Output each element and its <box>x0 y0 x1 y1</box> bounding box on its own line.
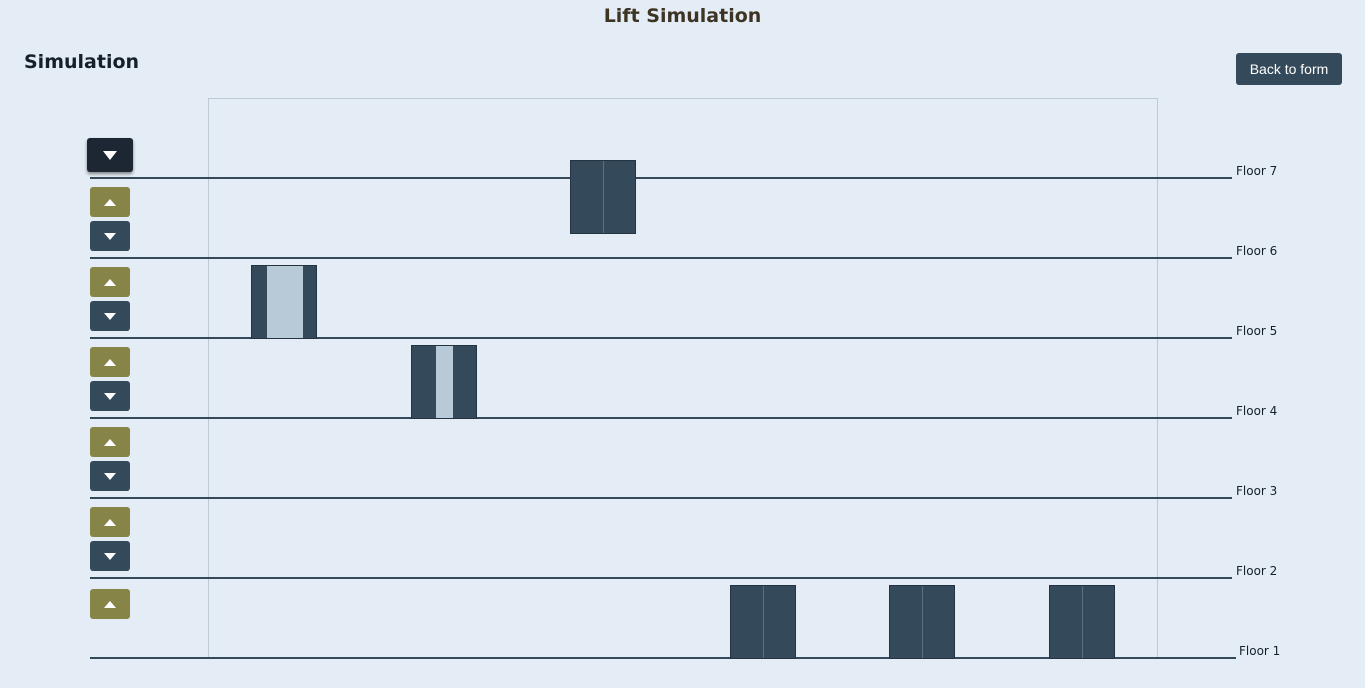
lift-2-door-gap <box>436 346 453 418</box>
triangle-down-icon <box>104 552 116 560</box>
lift-3 <box>570 160 636 234</box>
triangle-down-icon <box>104 312 116 320</box>
floor-line-3 <box>90 497 1232 499</box>
app-title: Lift Simulation <box>603 5 762 27</box>
floor-2-down-button[interactable] <box>90 541 130 571</box>
floor-7-down-button[interactable] <box>87 138 133 172</box>
lift-shaft-area <box>208 98 1158 659</box>
triangle-up-icon <box>104 358 116 366</box>
floor-line-5 <box>90 337 1232 339</box>
floor-3-down-button[interactable] <box>90 461 130 491</box>
floor-label-2: Floor 2 <box>1236 564 1278 578</box>
floor-label-7: Floor 7 <box>1236 164 1278 178</box>
triangle-up-icon <box>104 600 116 608</box>
floor-6-down-button[interactable] <box>90 221 130 251</box>
lift-6-door-seam <box>1082 586 1083 658</box>
lift-1 <box>251 265 317 339</box>
floor-1-up-button[interactable] <box>90 589 130 619</box>
floor-label-4: Floor 4 <box>1236 404 1278 418</box>
triangle-down-icon <box>103 150 117 160</box>
floor-label-5: Floor 5 <box>1236 324 1278 338</box>
lift-3-door-seam <box>603 161 604 233</box>
lift-5-door-seam <box>922 586 923 658</box>
floor-line-4 <box>90 417 1232 419</box>
floor-6-up-button[interactable] <box>90 187 130 217</box>
lift-4-door-seam <box>763 586 764 658</box>
triangle-up-icon <box>104 198 116 206</box>
floor-label-1: Floor 1 <box>1239 644 1281 658</box>
lift-6 <box>1049 585 1115 659</box>
triangle-down-icon <box>104 232 116 240</box>
back-to-form-button[interactable]: Back to form <box>1236 53 1342 85</box>
floor-4-up-button[interactable] <box>90 347 130 377</box>
section-title: Simulation <box>24 51 140 73</box>
floor-2-up-button[interactable] <box>90 507 130 537</box>
lift-1-door-gap <box>267 266 303 338</box>
floor-label-3: Floor 3 <box>1236 484 1278 498</box>
floor-4-down-button[interactable] <box>90 381 130 411</box>
triangle-down-icon <box>104 472 116 480</box>
floor-line-2 <box>90 577 1232 579</box>
floor-5-up-button[interactable] <box>90 267 130 297</box>
triangle-down-icon <box>104 392 116 400</box>
triangle-up-icon <box>104 518 116 526</box>
floor-line-6 <box>90 257 1232 259</box>
floor-line-7 <box>90 177 1232 179</box>
lift-4 <box>730 585 796 659</box>
floor-line-1 <box>90 657 1236 659</box>
triangle-up-icon <box>104 278 116 286</box>
triangle-up-icon <box>104 438 116 446</box>
floor-label-6: Floor 6 <box>1236 244 1278 258</box>
lift-5 <box>889 585 955 659</box>
lift-2 <box>411 345 477 419</box>
floor-3-up-button[interactable] <box>90 427 130 457</box>
floor-5-down-button[interactable] <box>90 301 130 331</box>
